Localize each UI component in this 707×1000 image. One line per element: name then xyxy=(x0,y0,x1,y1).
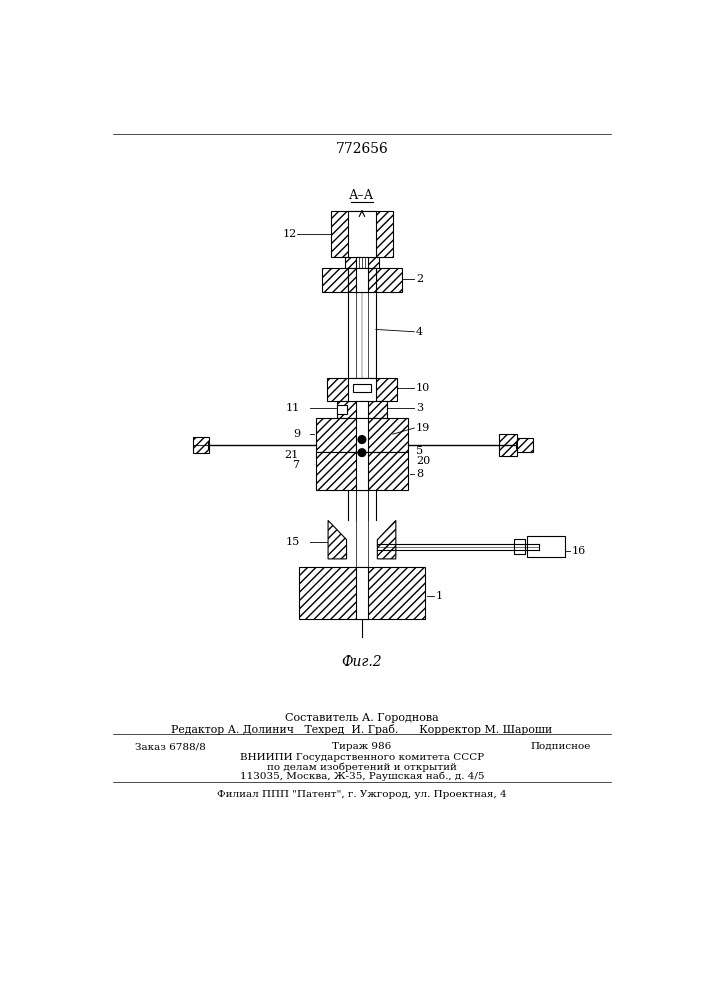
Text: 20: 20 xyxy=(416,456,430,466)
Text: 4: 4 xyxy=(416,327,423,337)
Bar xyxy=(356,567,368,619)
Text: 772656: 772656 xyxy=(336,142,388,156)
Bar xyxy=(499,434,518,456)
Text: 19: 19 xyxy=(416,423,430,433)
Bar xyxy=(331,211,393,257)
Text: 5: 5 xyxy=(416,446,423,456)
Bar xyxy=(356,418,368,452)
Bar xyxy=(356,268,368,292)
Bar xyxy=(316,452,408,490)
Bar xyxy=(518,438,533,452)
Text: Филиал ППП "Патент", г. Ужгород, ул. Проектная, 4: Филиал ППП "Патент", г. Ужгород, ул. Про… xyxy=(217,790,507,799)
Text: 2: 2 xyxy=(416,274,423,284)
Text: 7: 7 xyxy=(292,460,299,470)
Text: Заказ 6788/8: Заказ 6788/8 xyxy=(135,742,206,751)
Polygon shape xyxy=(378,520,396,559)
Polygon shape xyxy=(328,520,346,559)
Bar xyxy=(515,539,525,554)
Text: ВНИИПИ Государственного комитета СССР: ВНИИПИ Государственного комитета СССР xyxy=(240,753,484,762)
Text: Редактор А. Долинич   Техред  И. Граб.      Корректор М. Шароши: Редактор А. Долинич Техред И. Граб. Корр… xyxy=(171,724,553,735)
Text: Составитель А. Городнова: Составитель А. Городнова xyxy=(285,713,439,723)
Text: по делам изобретений и открытий: по делам изобретений и открытий xyxy=(267,762,457,772)
Text: 1: 1 xyxy=(436,591,443,601)
Text: 9: 9 xyxy=(293,429,300,439)
Bar xyxy=(356,257,368,268)
Text: Тираж 986: Тираж 986 xyxy=(332,742,392,751)
Bar xyxy=(316,418,408,452)
Bar xyxy=(337,401,387,418)
Bar xyxy=(337,405,346,414)
Text: 12: 12 xyxy=(282,229,296,239)
Text: 21: 21 xyxy=(284,450,299,460)
Text: 16: 16 xyxy=(571,546,585,556)
Bar xyxy=(327,378,397,401)
Bar xyxy=(348,211,376,257)
Bar xyxy=(356,401,368,418)
Bar xyxy=(527,536,565,557)
Text: 8: 8 xyxy=(416,469,423,479)
Text: 10: 10 xyxy=(416,383,430,393)
Bar xyxy=(348,378,376,401)
Circle shape xyxy=(358,436,366,443)
Text: А–А: А–А xyxy=(349,189,375,202)
Text: 15: 15 xyxy=(286,537,300,547)
Text: 3: 3 xyxy=(416,403,423,413)
Text: Фиг.2: Фиг.2 xyxy=(341,655,382,669)
Bar xyxy=(299,567,425,619)
Bar xyxy=(345,257,379,268)
Bar xyxy=(322,268,348,292)
Text: 11: 11 xyxy=(286,403,300,413)
Bar xyxy=(192,437,209,453)
Text: 113035, Москва, Ж-35, Раушская наб., д. 4/5: 113035, Москва, Ж-35, Раушская наб., д. … xyxy=(240,771,484,781)
Circle shape xyxy=(358,449,366,456)
Bar xyxy=(376,268,402,292)
Bar xyxy=(356,452,368,490)
Bar xyxy=(348,268,376,292)
Bar xyxy=(353,384,371,392)
Text: Подписное: Подписное xyxy=(530,742,590,751)
